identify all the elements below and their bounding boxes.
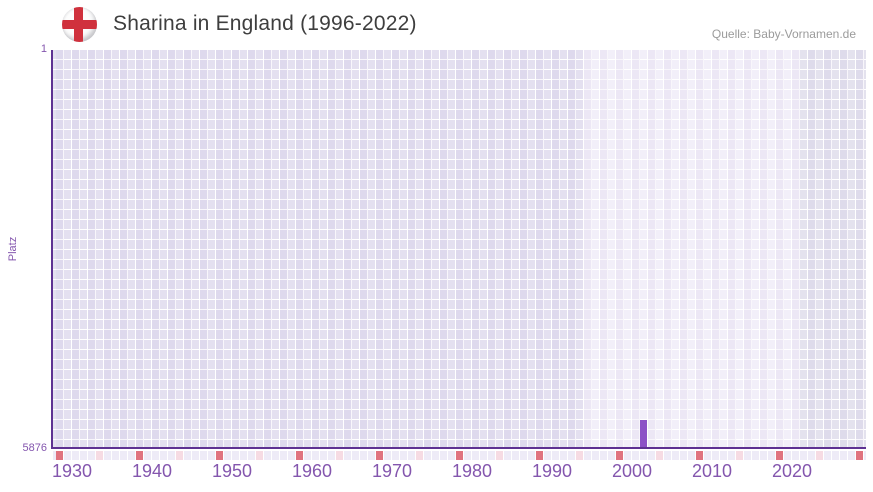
minor-tick-cell — [576, 451, 583, 460]
minor-tick-cell — [176, 451, 183, 460]
rank-bar — [640, 420, 647, 447]
major-tick-cell — [776, 451, 783, 460]
chart-title: Sharina in England (1996-2022) — [113, 12, 417, 35]
major-tick-cell — [696, 451, 703, 460]
minor-tick-cell — [416, 451, 423, 460]
major-tick-cell — [536, 451, 543, 460]
flag-cross-vertical — [74, 7, 83, 42]
x-axis-label: 2010 — [691, 461, 733, 481]
grid-band-before-period — [53, 50, 584, 447]
minor-tick-cell — [816, 451, 823, 460]
minor-tick-cell — [736, 451, 743, 460]
x-axis-label: 2000 — [611, 461, 653, 481]
y-axis-bottom-label: 5876 — [22, 442, 47, 454]
x-axis-tick-row — [53, 451, 866, 460]
minor-tick-cell — [336, 451, 343, 460]
minor-tick-cell — [256, 451, 263, 460]
x-axis-label: 1950 — [211, 461, 253, 481]
x-axis-label: 1970 — [371, 461, 413, 481]
major-tick-cell — [616, 451, 623, 460]
major-tick-cell — [376, 451, 383, 460]
minor-tick-cell — [496, 451, 503, 460]
x-axis-label: 2020 — [771, 461, 813, 481]
y-axis-top-label: 1 — [40, 43, 47, 55]
x-axis-label: 1960 — [291, 461, 333, 481]
source-credit: Quelle: Baby-Vornamen.de — [711, 27, 856, 41]
major-tick-cell — [136, 451, 143, 460]
grid-band-data-period — [584, 50, 800, 447]
plot-area — [51, 50, 866, 449]
major-tick-cell — [56, 451, 63, 460]
major-tick-cell — [456, 451, 463, 460]
england-flag-icon — [62, 7, 97, 42]
y-axis-title: Platz — [7, 236, 19, 262]
x-axis-label: 1980 — [451, 461, 493, 481]
minor-tick-cell — [96, 451, 103, 460]
major-tick-cell — [856, 451, 863, 460]
x-axis-label: 1930 — [51, 461, 93, 481]
grid-band-after-period — [800, 50, 866, 447]
minor-tick-cell — [656, 451, 663, 460]
x-axis-label: 1940 — [131, 461, 173, 481]
major-tick-cell — [296, 451, 303, 460]
x-axis-label: 1990 — [531, 461, 573, 481]
major-tick-cell — [216, 451, 223, 460]
